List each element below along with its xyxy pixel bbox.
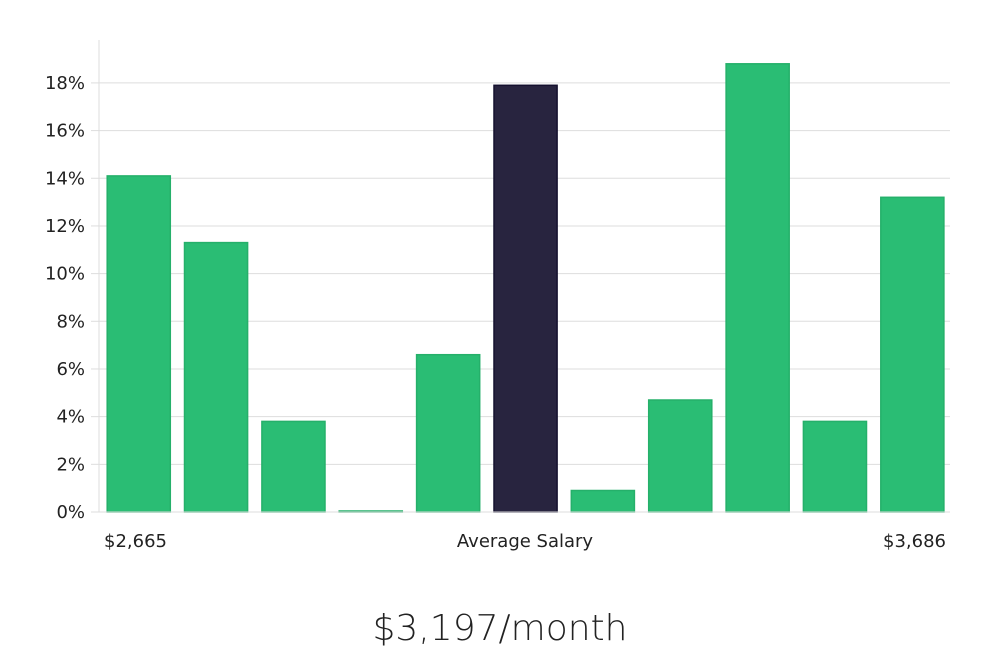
bar bbox=[725, 63, 790, 513]
x-label-max: $3,686 bbox=[883, 531, 946, 552]
y-tick-label: 0% bbox=[56, 502, 85, 523]
y-tick-label: 4% bbox=[56, 407, 85, 428]
bar bbox=[261, 420, 326, 513]
y-tick-label: 8% bbox=[56, 311, 85, 332]
bar bbox=[106, 175, 172, 513]
y-tick-label: 2% bbox=[56, 454, 85, 475]
bar bbox=[647, 399, 713, 513]
bar bbox=[802, 420, 868, 513]
bars bbox=[106, 63, 945, 513]
y-tick-label: 6% bbox=[56, 359, 85, 380]
bar bbox=[570, 489, 636, 513]
bar bbox=[415, 353, 481, 513]
y-tick-label: 18% bbox=[45, 73, 85, 94]
average-salary-headline: $3,197/month bbox=[372, 608, 628, 649]
x-label-center: Average Salary bbox=[457, 531, 594, 552]
bar bbox=[183, 241, 249, 513]
bar-average-highlight bbox=[493, 84, 558, 513]
y-tick-label: 14% bbox=[45, 168, 85, 189]
y-tick-label: 10% bbox=[45, 264, 85, 285]
bar bbox=[880, 196, 945, 513]
salary-distribution-chart: 0% 2% 4% 6% 8% 10% 12% 14% 16% 18% $2,665 Average… bbox=[45, 40, 950, 552]
y-tick-labels: 0% 2% 4% 6% 8% 10% 12% 14% 16% 18% bbox=[45, 73, 99, 523]
y-tick-label: 12% bbox=[45, 216, 85, 237]
y-tick-label: 16% bbox=[45, 121, 85, 142]
x-label-min: $2,665 bbox=[104, 531, 167, 552]
